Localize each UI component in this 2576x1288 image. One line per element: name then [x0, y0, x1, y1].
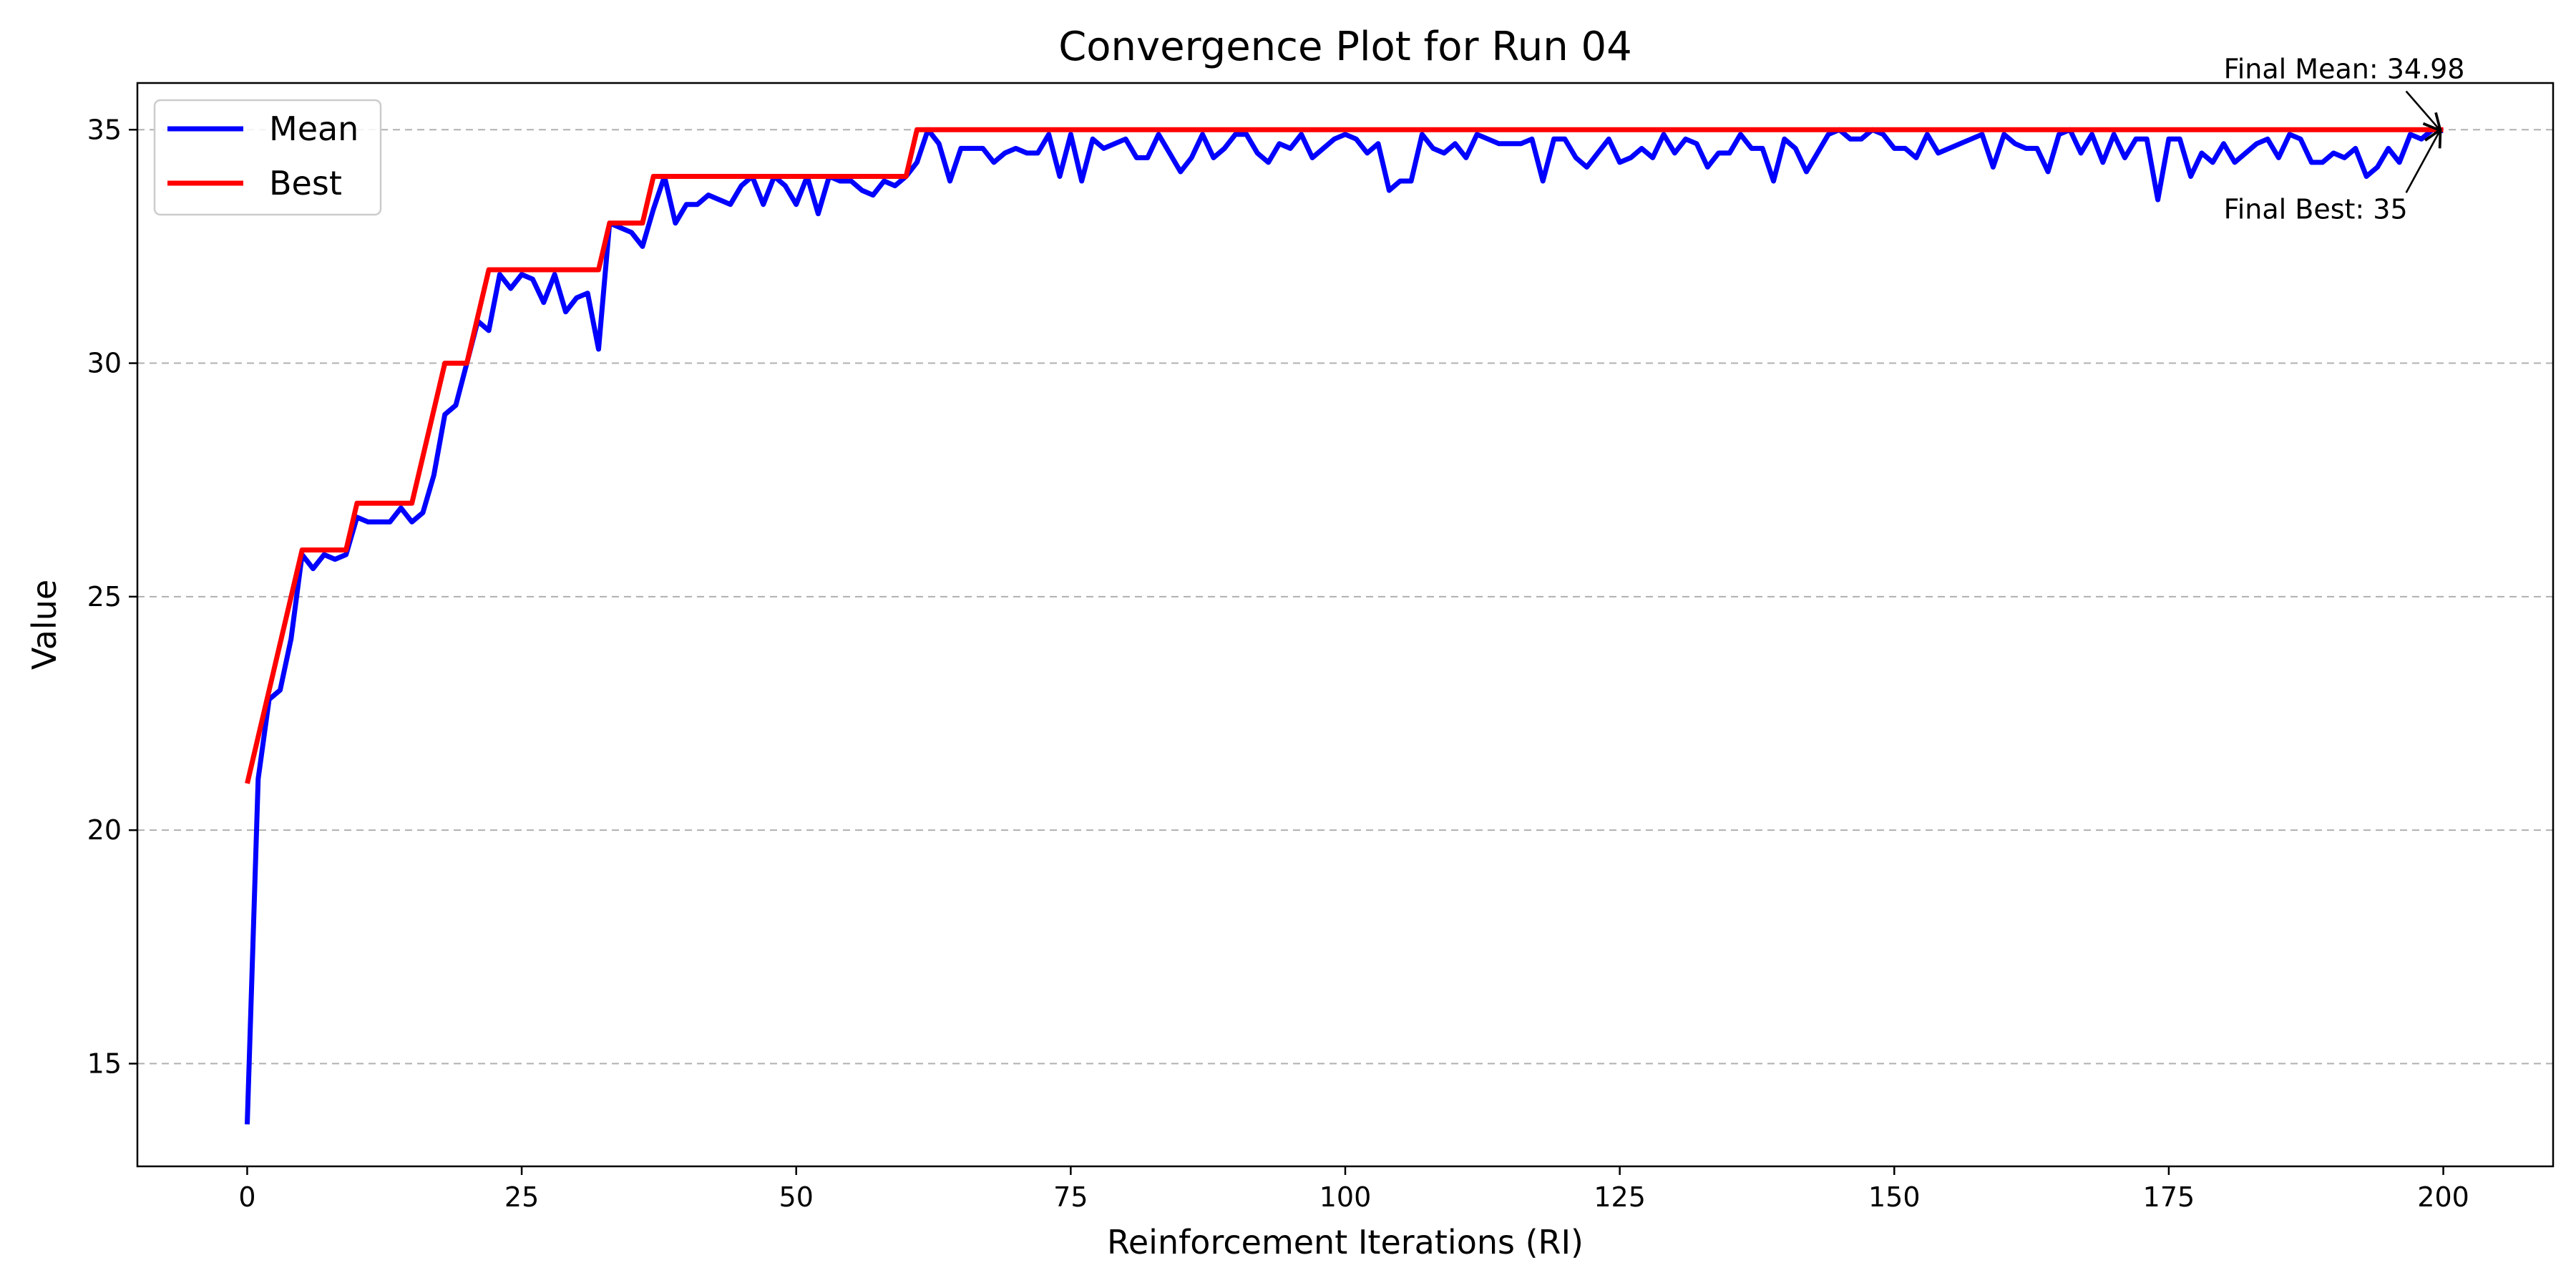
y-tick-label: 20	[87, 814, 122, 846]
y-tick-label: 25	[87, 581, 122, 613]
x-tick-label: 100	[1319, 1181, 1372, 1213]
x-axis-ticks: 0 25 50 75 100 125 150 175 200	[238, 1166, 2469, 1213]
x-tick-label: 0	[238, 1181, 255, 1213]
legend-label-mean: Mean	[269, 109, 358, 148]
x-tick-label: 150	[1868, 1181, 1921, 1213]
x-tick-label: 75	[1053, 1181, 1088, 1213]
y-tick-label: 30	[87, 348, 122, 379]
annotation-arrow	[2405, 90, 2441, 130]
annotation-label: Final Best: 35	[2224, 193, 2408, 225]
x-axis-label: Reinforcement Iterations (RI)	[1107, 1223, 1584, 1262]
annotation-arrow	[2405, 130, 2441, 193]
x-tick-label: 25	[504, 1181, 539, 1213]
chart-title: Convergence Plot for Run 04	[1058, 24, 1632, 70]
legend: Mean Best	[153, 99, 382, 216]
legend-label-best: Best	[269, 164, 342, 203]
y-tick-label: 15	[87, 1048, 122, 1079]
x-tick-label: 175	[2143, 1181, 2195, 1213]
x-tick-label: 50	[779, 1181, 814, 1213]
series-layer	[245, 127, 2444, 1125]
series-line-best	[245, 127, 2444, 784]
y-tick-label: 35	[87, 114, 122, 145]
x-tick-label: 125	[1594, 1181, 1646, 1213]
y-axis-label: Value	[25, 580, 64, 670]
annotation-label: Final Mean: 34.98	[2224, 53, 2465, 84]
annotation-layer: Final Mean: 34.98 Final Best: 35	[2224, 53, 2465, 225]
y-axis-ticks: 15 20 25 30 35	[87, 114, 137, 1079]
x-tick-label: 200	[2417, 1181, 2469, 1213]
